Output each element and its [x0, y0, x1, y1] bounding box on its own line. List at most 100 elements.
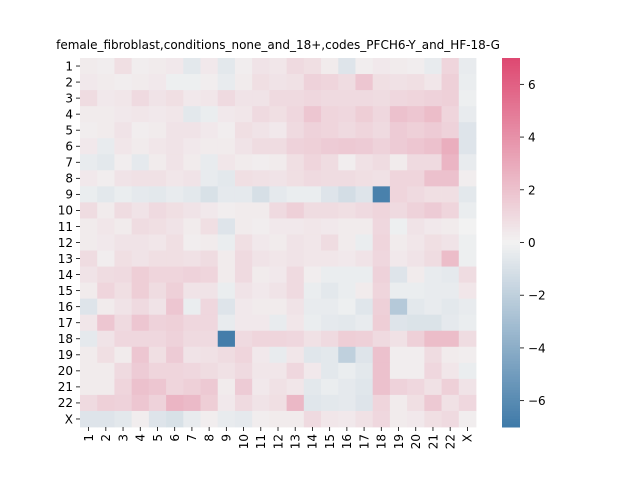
heatmap-cell-21-12	[269, 378, 288, 396]
heatmap-cell-14-16	[338, 266, 356, 284]
heatmap-cell-3-8	[200, 90, 219, 107]
colorbar-segment	[502, 274, 520, 278]
heatmap-cell-2-3	[114, 74, 133, 91]
row-tick-label: X	[65, 412, 73, 426]
heatmap-cell-8-16	[338, 170, 356, 187]
heatmap-cell-6-13	[286, 138, 305, 155]
heatmap-cell-X-1	[80, 410, 98, 428]
heatmap-cell-19-1	[80, 346, 98, 364]
heatmap-cell-8-12	[269, 170, 288, 187]
heatmap-cell-22-11	[252, 394, 270, 412]
colorbar-segment	[502, 118, 520, 122]
colorbar-segment	[502, 105, 520, 109]
column-tick-label: 17	[357, 434, 371, 449]
colorbar-segment	[502, 163, 520, 167]
colorbar-segment	[502, 250, 520, 254]
colorbar-segment	[502, 121, 520, 125]
heatmap-cell-16-18	[372, 298, 391, 316]
heatmap-cell-15-21	[424, 282, 442, 300]
heatmap-cell-15-5	[148, 282, 167, 300]
heatmap-cell-22-18	[372, 394, 391, 412]
heatmap-cell-X-19	[389, 410, 408, 428]
heatmap-cell-8-9	[217, 170, 236, 187]
colorbar-segment	[502, 413, 520, 417]
heatmap-cell-X-13	[286, 410, 305, 428]
colorbar-segment	[502, 76, 520, 80]
heatmap-cell-1-4	[131, 58, 150, 75]
colorbar-segment	[502, 318, 520, 323]
heatmap-cell-16-4	[131, 298, 150, 316]
heatmap-cell-21-20	[407, 378, 425, 396]
colorbar-segment	[502, 355, 520, 359]
heatmap-cell-2-4	[131, 74, 150, 91]
column-tick-label: 3	[116, 434, 130, 442]
heatmap-cell-22-9	[217, 394, 236, 412]
colorbar-segment	[502, 216, 520, 220]
heatmap-cell-11-14	[303, 218, 322, 235]
heatmap-cell-13-14	[303, 250, 322, 267]
colorbar-segment	[502, 353, 520, 357]
colorbar-segment	[502, 253, 520, 257]
heatmap-cell-21-10	[234, 378, 253, 396]
heatmap-cell-8-15	[321, 170, 339, 187]
colorbar-segment	[502, 205, 520, 209]
colorbar-segment	[502, 376, 520, 381]
heatmap-cell-X-X	[458, 410, 477, 428]
colorbar-segment	[502, 268, 520, 272]
colorbar-segment	[502, 237, 520, 241]
heatmap-cell-13-9	[217, 250, 236, 267]
heatmap-cell-19-3	[114, 346, 133, 364]
colorbar-tick-label: 0	[528, 236, 536, 250]
heatmap-cell-22-3	[114, 394, 133, 412]
heatmap-cell-17-5	[148, 314, 167, 332]
heatmap-cell-10-4	[131, 202, 150, 219]
heatmap-cell-4-14	[303, 106, 322, 123]
heatmap-cell-11-22	[441, 218, 460, 235]
heatmap-cell-18-6	[166, 330, 184, 348]
heatmap-cell-19-12	[269, 346, 288, 364]
heatmap-cell-17-19	[389, 314, 408, 332]
heatmap-cell-16-12	[269, 298, 288, 316]
colorbar-segment	[502, 152, 520, 157]
row-tick-label: 19	[58, 348, 73, 362]
heatmap-cell-8-3	[114, 170, 133, 187]
heatmap-cell-7-1	[80, 154, 98, 171]
heatmap-cell-22-8	[200, 394, 219, 412]
colorbar-segment	[502, 115, 520, 120]
heatmap-cell-13-8	[200, 250, 219, 267]
heatmap-cell-12-7	[183, 234, 201, 251]
heatmap-cell-8-17	[355, 170, 374, 187]
heatmap-cell-14-21	[424, 266, 442, 284]
heatmap-cell-11-11	[252, 218, 270, 235]
heatmap-cell-15-6	[166, 282, 184, 300]
heatmap-cell-22-19	[389, 394, 408, 412]
heatmap-cell-17-12	[269, 314, 288, 332]
colorbar-segment	[502, 255, 520, 259]
column-tick-label: 19	[392, 434, 406, 449]
heatmap-cell-20-2	[97, 362, 115, 380]
heatmap-cell-22-5	[148, 394, 167, 412]
colorbar-segment	[502, 421, 520, 425]
column-tick-label: 4	[134, 434, 148, 442]
colorbar-segment	[502, 168, 520, 172]
heatmap-cell-4-2	[97, 106, 115, 123]
colorbar-segment	[502, 200, 520, 204]
heatmap-cell-13-17	[355, 250, 374, 267]
heatmap-cell-10-3	[114, 202, 133, 219]
heatmap-cell-5-6	[166, 122, 184, 139]
heatmap-cell-9-13	[286, 186, 305, 203]
colorbar-segment	[502, 202, 520, 207]
heatmap-cell-17-18	[372, 314, 391, 332]
colorbar-segment	[502, 210, 520, 215]
heatmap-cell-19-16	[338, 346, 356, 364]
heatmap-cell-15-22	[441, 282, 460, 300]
heatmap-cell-22-21	[424, 394, 442, 412]
heatmap-cell-21-6	[166, 378, 184, 396]
heatmap-cell-18-19	[389, 330, 408, 348]
heatmap-cell-21-1	[80, 378, 98, 396]
row-tick-label: 12	[58, 236, 73, 250]
colorbar-segment	[502, 384, 520, 388]
heatmap-cell-13-19	[389, 250, 408, 267]
heatmap-cell-18-10	[234, 330, 253, 348]
heatmap-cell-13-22	[441, 250, 460, 267]
